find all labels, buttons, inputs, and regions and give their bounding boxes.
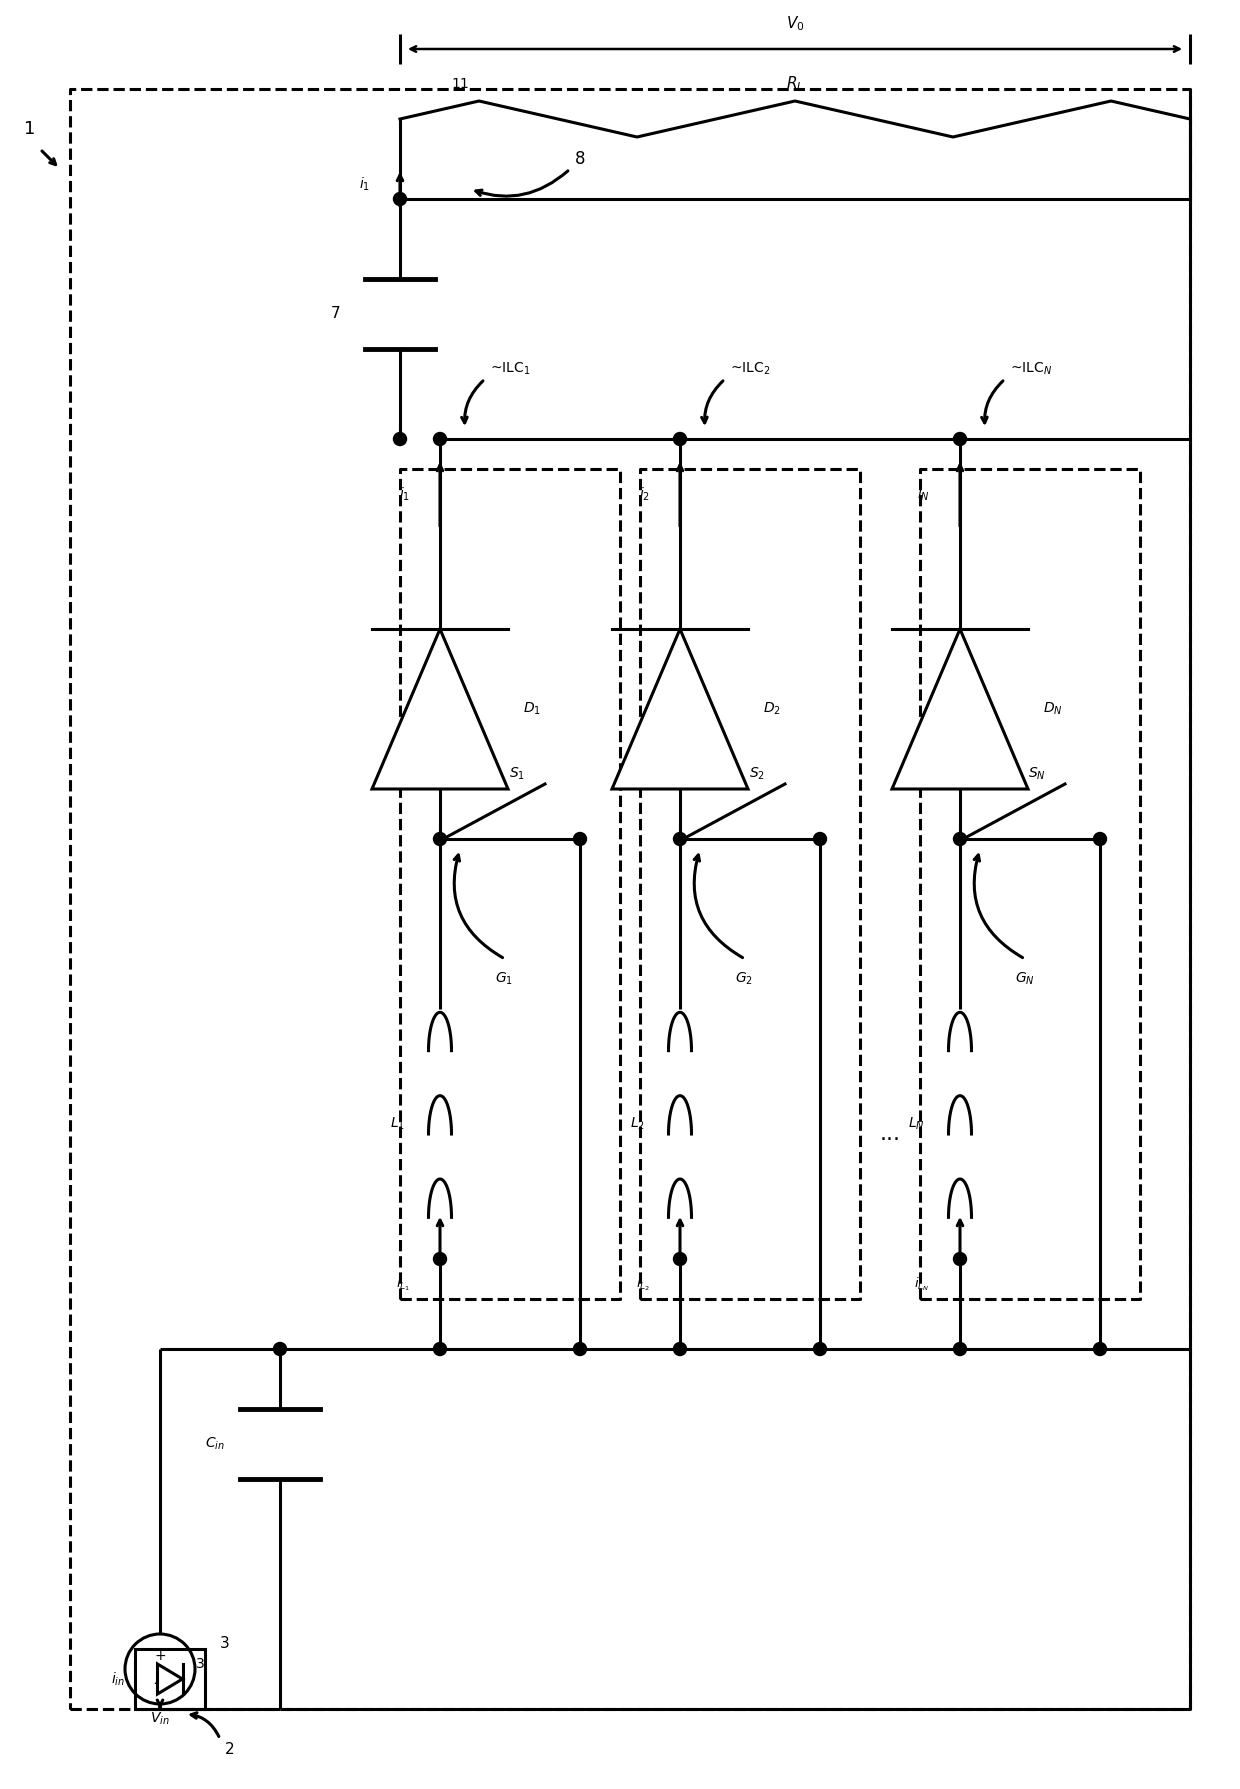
Text: $R_L$: $R_L$ [786,75,804,93]
Polygon shape [892,630,1028,789]
Text: $i_{L_N}$: $i_{L_N}$ [914,1276,930,1293]
Text: ...: ... [879,1123,900,1143]
Text: 7: 7 [330,306,340,322]
Text: $S_N$: $S_N$ [1028,766,1045,782]
Text: $C_{in}$: $C_{in}$ [205,1437,224,1453]
Text: 3: 3 [219,1637,229,1651]
Circle shape [673,1342,687,1356]
Circle shape [434,1252,446,1265]
Text: $G_1$: $G_1$ [495,971,513,988]
Circle shape [954,1342,966,1356]
Text: ~ILC$_1$: ~ILC$_1$ [490,361,531,377]
Text: +: + [154,1649,166,1664]
Circle shape [393,193,407,206]
Text: −: − [153,1675,167,1692]
Text: $i_{L_1}$: $i_{L_1}$ [396,1276,410,1293]
Circle shape [434,1342,446,1356]
Text: $L_N$: $L_N$ [908,1116,925,1132]
Circle shape [954,433,966,445]
Text: $L_2$: $L_2$ [630,1116,645,1132]
Polygon shape [613,630,748,789]
Text: $i_1$: $i_1$ [399,485,410,503]
Text: $D_1$: $D_1$ [523,701,541,717]
Text: 11: 11 [451,77,469,91]
Text: $i_2$: $i_2$ [639,485,650,503]
Circle shape [954,832,966,846]
Text: $G_N$: $G_N$ [1016,971,1035,988]
Text: $V_0$: $V_0$ [786,14,805,34]
Circle shape [1094,1342,1106,1356]
Circle shape [1094,832,1106,846]
Circle shape [573,1342,587,1356]
Text: 8: 8 [575,150,585,168]
Text: $G_2$: $G_2$ [735,971,753,988]
Circle shape [813,1342,827,1356]
Circle shape [813,832,827,846]
Circle shape [274,1342,286,1356]
Text: $i_{in}$: $i_{in}$ [110,1671,125,1687]
Circle shape [393,433,407,445]
Text: $L_1$: $L_1$ [391,1116,405,1132]
Text: $S_1$: $S_1$ [508,766,525,782]
Text: ~ILC$_2$: ~ILC$_2$ [730,361,770,377]
Text: $i_1$: $i_1$ [358,175,370,193]
Circle shape [673,832,687,846]
Text: $S_2$: $S_2$ [749,766,765,782]
Polygon shape [157,1664,182,1694]
Circle shape [434,433,446,445]
Text: ~ILC$_N$: ~ILC$_N$ [1011,361,1053,377]
Text: $D_2$: $D_2$ [763,701,781,717]
Circle shape [573,832,587,846]
Bar [135,1649,205,1708]
Text: $D_N$: $D_N$ [1043,701,1063,717]
Text: $i_N$: $i_N$ [918,485,930,503]
Circle shape [673,433,687,445]
Polygon shape [372,630,508,789]
Text: 2: 2 [226,1741,234,1757]
Circle shape [954,1252,966,1265]
Text: 1: 1 [25,120,36,138]
Circle shape [434,832,446,846]
Text: 3: 3 [196,1657,205,1671]
Circle shape [673,1252,687,1265]
Text: $i_{L_2}$: $i_{L_2}$ [636,1276,650,1293]
Text: $V_{in}$: $V_{in}$ [150,1710,170,1726]
